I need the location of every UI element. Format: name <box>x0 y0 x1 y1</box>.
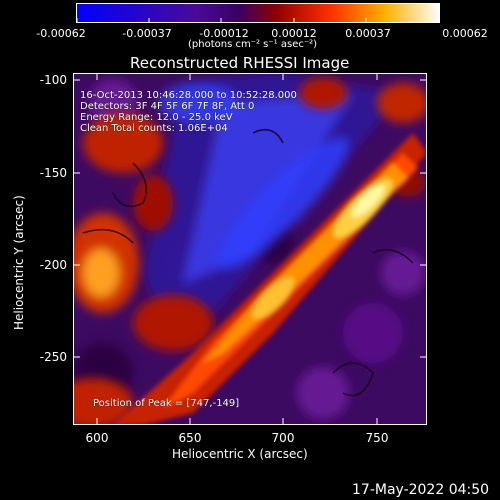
y-tick-minus100: -100 <box>39 73 67 87</box>
y-tick-minus250: -250 <box>39 350 67 364</box>
overlay-detectors: Detectors: 3F 4F 5F 6F 7F 8F, Att 0 <box>80 101 255 112</box>
y-axis-label: Heliocentric Y (arcsec) <box>12 195 26 330</box>
x-tick-600: 600 <box>85 431 109 445</box>
overlay-time-range: 16-Oct-2013 10:46:28.000 to 10:52:28.000 <box>80 90 297 101</box>
colorbar-units: (photons cm⁻² s⁻¹ asec⁻²) <box>188 39 318 50</box>
colorbar-gradient <box>76 3 440 23</box>
colorbar <box>76 3 440 23</box>
colorbar-tick-4: 0.00012 <box>271 27 317 40</box>
x-tick-750: 750 <box>365 431 389 445</box>
colorbar-tick-2: -0.00037 <box>122 27 172 40</box>
colorbar-tick-6: 0.00062 <box>442 27 488 40</box>
y-tick-minus200: -200 <box>39 258 67 272</box>
x-tick-700: 700 <box>271 431 295 445</box>
rhessi-image-map <box>73 73 427 425</box>
overlay-energy-range: Energy Range: 12.0 - 25.0 keV <box>80 112 233 123</box>
x-tick-650: 650 <box>178 431 202 445</box>
image-plot-area <box>73 73 427 425</box>
overlay-peak-position: Position of Peak = [747,-149] <box>93 398 240 409</box>
colorbar-tick-3: -0.00012 <box>199 27 249 40</box>
overlay-clean-counts: Clean Total counts: 1.06E+04 <box>80 123 228 134</box>
colorbar-tick-1: -0.00062 <box>36 27 86 40</box>
generation-timestamp: 17-May-2022 04:50 <box>352 482 490 498</box>
plot-title: Reconstructed RHESSI Image <box>130 54 350 72</box>
x-axis-label: Heliocentric X (arcsec) <box>172 447 308 461</box>
colorbar-tick-5: 0.00037 <box>345 27 391 40</box>
y-tick-minus150: -150 <box>39 166 67 180</box>
